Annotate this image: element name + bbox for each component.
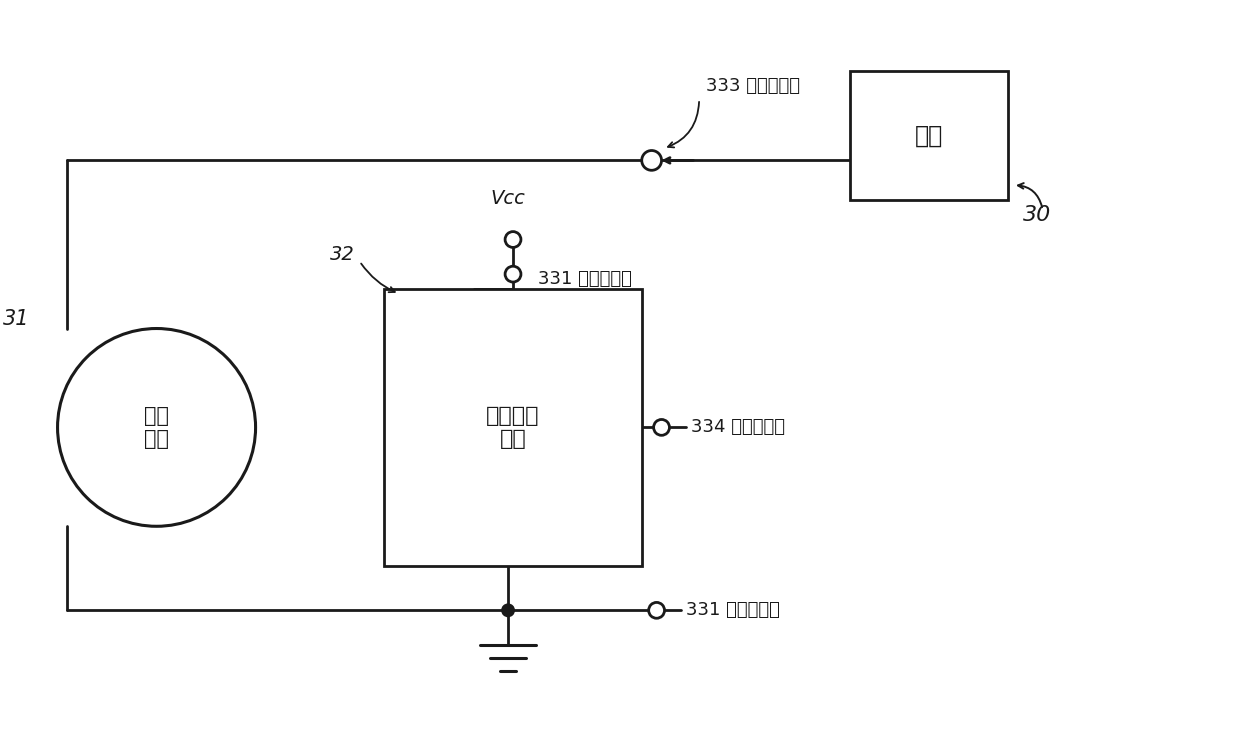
Bar [384,289,642,565]
Text: 334 转速输出端: 334 转速输出端 [691,418,786,436]
Text: 333 第三输入端: 333 第三输入端 [706,77,800,95]
Bar [850,71,1009,200]
Circle shape [57,328,255,527]
Circle shape [501,604,515,617]
Text: 331 第一输入端: 331 第一输入端 [538,270,632,288]
Text: Vcc: Vcc [491,189,525,208]
Text: 32: 32 [330,245,354,264]
Text: 331 第二输入端: 331 第二输入端 [686,601,781,619]
Text: 系统: 系统 [914,123,943,147]
Text: 风扇
马达: 风扇 马达 [144,406,169,449]
Circle shape [506,232,520,248]
Text: 30: 30 [1023,205,1051,225]
Text: 转速输出
组件: 转速输出 组件 [486,406,540,449]
Circle shape [506,266,520,282]
Circle shape [642,150,662,171]
Circle shape [654,420,669,435]
Circle shape [649,602,664,619]
Text: 31: 31 [2,309,30,328]
